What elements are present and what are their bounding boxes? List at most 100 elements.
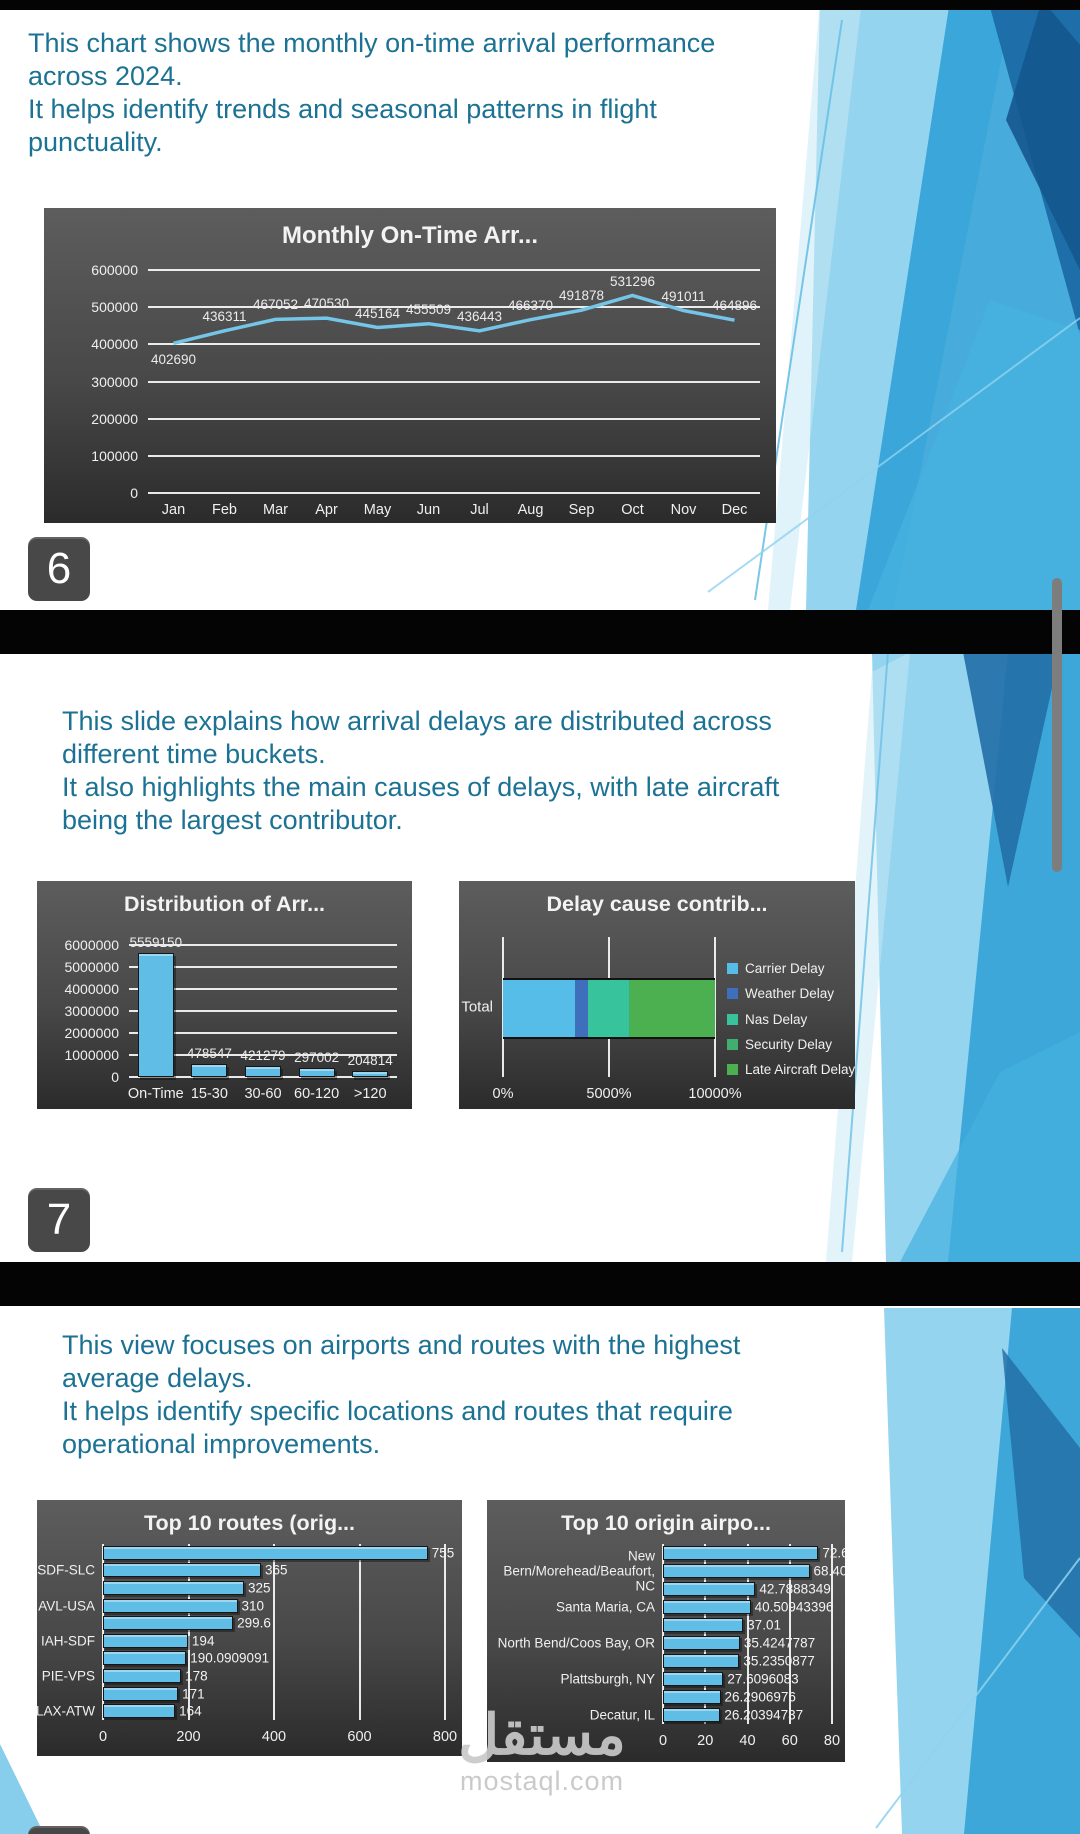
- bar: [663, 1636, 740, 1650]
- slide6-background-shapes: [707, 0, 1080, 610]
- x-axis-label: Sep: [568, 502, 595, 518]
- gridline: [129, 1054, 397, 1056]
- gridline: [831, 1544, 833, 1724]
- bar: [298, 1068, 335, 1077]
- legend-label: Late Aircraft Delay: [745, 1062, 855, 1077]
- gridline: [148, 269, 760, 271]
- bar: [103, 1598, 238, 1613]
- row-label: Santa Maria, CA: [555, 1599, 655, 1615]
- segment-late-aircraft-delay: [629, 979, 715, 1037]
- value-label: 37.01: [747, 1617, 781, 1633]
- y-axis-label: 400000: [91, 336, 138, 353]
- plot-area: 0 100000 200000 300000 400000 500000 600000 402…: [91, 262, 760, 518]
- gridline: [148, 380, 760, 383]
- value-label: 40.50943396: [754, 1599, 834, 1615]
- x-axis-label: 80: [823, 1733, 841, 1749]
- row-label: Decatur, IL: [589, 1707, 655, 1723]
- x-axis-label: Jan: [161, 502, 186, 518]
- bar: [103, 1616, 234, 1631]
- x-axis-label: 0%: [492, 1086, 514, 1102]
- x-axis-label: May: [363, 502, 392, 518]
- caption-line: being the largest contributor.: [62, 805, 403, 835]
- data-label: 297002: [294, 1050, 340, 1066]
- row-label: Plattsburgh, NY: [560, 1671, 655, 1687]
- scrollbar-thumb[interactable]: [1052, 578, 1062, 872]
- value-label: 194: [191, 1633, 215, 1649]
- bar: [137, 952, 174, 1077]
- plot-area: 0 20 40 60 80 72.6216216 New Bern/Morehead/Bea…: [498, 1544, 845, 1749]
- trend-line: [173, 293, 735, 345]
- value-label: 27.6096083: [727, 1671, 799, 1687]
- legend-item: Nas Delay: [727, 1012, 855, 1027]
- gridline: [714, 937, 716, 1077]
- gridline: [662, 1544, 664, 1724]
- gridline: [788, 1544, 791, 1724]
- legend-swatch: [727, 1064, 738, 1075]
- y-axis-label: 600000: [91, 262, 138, 278]
- caption-line: This view focuses on airports and routes…: [62, 1330, 741, 1360]
- x-axis-label: Aug: [517, 502, 544, 518]
- caption-line: operational improvements.: [62, 1429, 381, 1459]
- mostaql-url: mostaql.com: [459, 1766, 625, 1796]
- gridline: [148, 454, 760, 457]
- x-axis-label: 15-30: [190, 1086, 228, 1102]
- value-label: 190.0909091: [190, 1650, 270, 1666]
- x-axis-label: Dec: [721, 502, 748, 518]
- segment-security-delay: [628, 979, 630, 1037]
- y-axis-label: 6000000: [64, 937, 119, 953]
- bar: [103, 1669, 182, 1683]
- legend-label: Weather Delay: [745, 986, 835, 1002]
- caption-line: It also highlights the main causes of de…: [62, 772, 780, 802]
- gridline: [358, 1544, 361, 1720]
- top-origin-airports-hbar-chart: Top 10 origin airpo... 0 20 40 60 80 72.621621…: [487, 1500, 845, 1762]
- data-label: 478547: [186, 1046, 232, 1062]
- slide7-background-shapes: [826, 652, 1080, 1262]
- legend-label: Carrier Delay: [745, 961, 825, 976]
- x-axis-label: 0: [98, 1729, 108, 1745]
- chart-title: Distribution of Arr...: [123, 892, 326, 916]
- bar: [103, 1563, 262, 1578]
- x-axis-label: 200: [176, 1729, 201, 1745]
- bar: [663, 1582, 756, 1596]
- caption-line: different time buckets.: [62, 739, 326, 769]
- stacked-bar: [503, 977, 715, 1039]
- bar: [663, 1564, 810, 1578]
- legend-label: Security Delay: [745, 1036, 833, 1052]
- value-label: 310: [241, 1598, 265, 1614]
- x-axis-label: 60: [781, 1733, 798, 1749]
- value-label: 325: [247, 1580, 271, 1596]
- bar: [103, 1581, 244, 1595]
- slide-divider-bar: [0, 1262, 1080, 1306]
- caption-line: This chart shows the monthly on-time arr…: [28, 28, 716, 58]
- x-axis-label: 400: [261, 1729, 287, 1745]
- bar: [103, 1545, 428, 1560]
- data-label: 421279: [240, 1047, 286, 1063]
- y-axis-label: 100000: [91, 447, 138, 464]
- bar: [103, 1633, 188, 1648]
- row-label: LAX-ATW: [37, 1703, 95, 1719]
- gridline: [273, 1544, 275, 1720]
- delay-distribution-bar-chart: Distribution of Arr... 0 1000000 2000000 300…: [37, 881, 412, 1109]
- gridline: [444, 1544, 446, 1720]
- y-axis-label: 500000: [91, 299, 138, 316]
- segment-weather-delay: [574, 979, 589, 1037]
- x-axis-label: Feb: [212, 502, 237, 518]
- slide7-caption: This slide explains how arrival delays a…: [62, 705, 779, 837]
- x-axis-label: Mar: [263, 502, 288, 518]
- gridline: [129, 1076, 397, 1078]
- gridline: [187, 1544, 190, 1720]
- bar: [245, 1065, 281, 1077]
- data-label: 455509: [405, 301, 452, 317]
- value-label: 299.6: [237, 1615, 271, 1631]
- x-axis-label: 800: [432, 1729, 458, 1745]
- value-label: 755: [431, 1545, 455, 1561]
- row-label: PIE-VPS: [41, 1668, 95, 1684]
- x-axis-label: 30-60: [244, 1086, 282, 1102]
- bar: [191, 1064, 228, 1077]
- data-label: 436443: [456, 308, 503, 324]
- page-number-badge-7: 7: [28, 1188, 90, 1252]
- legend-item: Security Delay: [727, 1037, 855, 1052]
- segment-nas-delay: [588, 979, 629, 1037]
- x-axis-label: >120: [353, 1086, 387, 1102]
- bar: [663, 1654, 740, 1668]
